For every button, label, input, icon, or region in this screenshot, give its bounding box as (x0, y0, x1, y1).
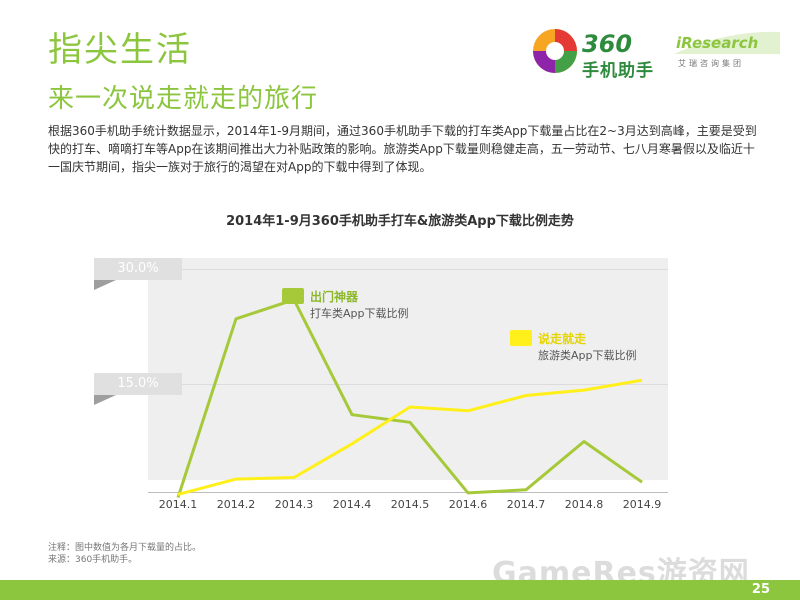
chart-title: 2014年1-9月360手机助手打车&旅游类App下载比例走势 (226, 214, 574, 229)
gridline-30 (148, 269, 668, 270)
legend-name-travel: 说走就走 (538, 332, 587, 346)
x-tick-label: 2014.2 (216, 498, 256, 511)
360-logo-icon (533, 29, 577, 73)
iresearch-sub: 艾瑞咨询集团 (678, 59, 744, 68)
x-axis (148, 492, 668, 493)
brand-name: 手机助手 (582, 61, 654, 81)
legend-desc-taxi: 打车类App下载比例 (310, 307, 409, 320)
footer-bar (0, 580, 800, 600)
x-tick-label: 2014.1 (158, 498, 198, 511)
x-tick-label: 2014.7 (506, 498, 546, 511)
chart-source: 来源：360手机助手。 (48, 555, 138, 565)
legend-swatch-travel (510, 330, 532, 346)
x-tick-label: 2014.8 (564, 498, 604, 511)
legend-name-taxi: 出门神器 (310, 290, 359, 304)
iresearch-name: iResearch (676, 34, 759, 52)
page-subtitle: 来一次说走就走的旅行 (48, 84, 319, 114)
chart-note: 注释：图中数值为各月下载量的占比。 (48, 543, 202, 553)
x-tick-label: 2014.4 (332, 498, 372, 511)
x-tick-label: 2014.9 (622, 498, 662, 511)
x-tick-label: 2014.3 (274, 498, 314, 511)
y-tick-label: 30.0% (94, 258, 182, 290)
series-line-travel (177, 378, 643, 496)
legend-swatch-taxi (282, 288, 304, 304)
page-title: 指尖生活 (48, 30, 192, 70)
logo-iresearch: iResearch 艾瑞咨询集团 (672, 28, 784, 74)
logo-360-assistant: 360 手机助手 (530, 26, 670, 81)
page-number: 25 (751, 582, 770, 597)
y-tick-label: 15.0% (94, 373, 182, 405)
brand-number: 360 (582, 30, 633, 58)
iresearch-swoosh-icon (674, 31, 780, 54)
x-tick-label: 2014.6 (448, 498, 488, 511)
x-tick-label: 2014.5 (390, 498, 430, 511)
gridline-15 (148, 384, 668, 385)
intro-paragraph: 根据360手机助手统计数据显示，2014年1-9月期间，通过360手机助手下载的… (48, 124, 757, 174)
legend-desc-travel: 旅游类App下载比例 (538, 349, 637, 362)
